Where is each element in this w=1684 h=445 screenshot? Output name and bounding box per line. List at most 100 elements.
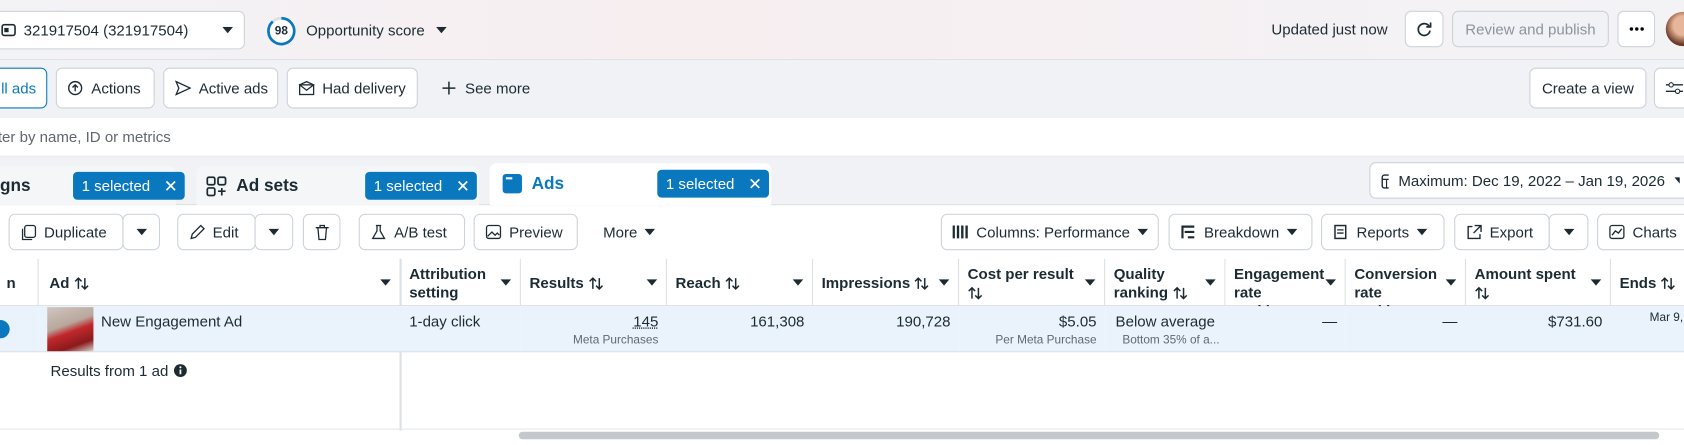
column-header[interactable]: Impressions: [813, 258, 960, 307]
caret: [646, 279, 658, 286]
cell-text: 161,308: [750, 312, 805, 330]
view-settings-button[interactable]: [1653, 67, 1684, 109]
caret: [435, 26, 447, 34]
cell-subtext: Bottom 35% of a...: [1122, 334, 1220, 347]
caret: [1286, 228, 1298, 236]
toolbar-button[interactable]: Breakdown: [1168, 213, 1313, 251]
toolbar-button[interactable]: Preview: [473, 213, 578, 251]
button-label: ll ads: [1, 79, 37, 97]
account-selector[interactable]: 321917504 (321917504): [0, 10, 245, 50]
refresh-icon: [1417, 22, 1432, 37]
button-label: Had delivery: [322, 79, 406, 97]
score-menu[interactable]: Opportunity score: [306, 21, 447, 39]
clear-icon: [749, 178, 760, 189]
toolbar-icon: [485, 224, 502, 239]
cell-subtext: Per Meta Purchase: [995, 334, 1097, 347]
publish-button[interactable]: Review and publish: [1452, 10, 1609, 48]
button-label: Reports: [1356, 223, 1410, 241]
button-label: Export: [1489, 223, 1534, 241]
caret: [1563, 228, 1574, 236]
badge-label: 1 selected: [665, 175, 735, 193]
toolbar-button[interactable]: Reports: [1321, 213, 1445, 251]
toolbar-button[interactable]: Export: [1454, 213, 1550, 251]
filter-button[interactable]: Had delivery: [286, 67, 418, 109]
column-header[interactable]: Engagement rate rankin…: [1225, 258, 1346, 319]
column-header[interactable]: Amount spent: [1466, 258, 1611, 307]
clear-icon: [457, 180, 468, 191]
delete-button[interactable]: [302, 213, 341, 251]
column-header[interactable]: Ends: [1611, 259, 1684, 306]
toolbar-button[interactable]: Duplicate: [8, 213, 124, 251]
table-cell: New Engagement Ad: [38, 306, 401, 353]
filter-button[interactable]: Active ads: [163, 67, 279, 109]
caret: [1205, 279, 1216, 286]
scrollbar-thumb[interactable]: [518, 431, 1660, 440]
toolbar-button[interactable]: Charts: [1597, 213, 1684, 251]
toolbar-button[interactable]: Columns: Performance: [940, 213, 1159, 251]
table-footer: Results from 1 ad: [50, 361, 187, 380]
score-ring: [267, 16, 296, 46]
column-header[interactable]: Quality ranking: [1105, 258, 1226, 307]
table-cell: 190,728: [813, 306, 960, 353]
column-header[interactable]: Attribution setting: [401, 258, 521, 307]
header-label: Reach: [675, 273, 721, 292]
filter-button[interactable]: See more: [430, 68, 532, 109]
info-icon: [173, 364, 187, 377]
button-label: Edit: [212, 223, 239, 241]
caret: [1137, 228, 1149, 236]
selection-badge[interactable]: 1 selected: [657, 169, 769, 198]
column-header[interactable]: Conversion rate rankin…: [1346, 258, 1467, 319]
account-icon: [1, 23, 16, 37]
button-label: Actions: [91, 79, 141, 97]
toolbar-button[interactable]: Edit: [177, 213, 256, 251]
column-header[interactable]: Cost per result: [959, 258, 1106, 307]
date-picker[interactable]: Maximum: Dec 19, 2022 – Jan 19, 2026: [1369, 162, 1684, 199]
edit-menu[interactable]: [254, 213, 294, 251]
filter-button[interactable]: ll ads: [0, 67, 48, 109]
cell-text: —: [1442, 312, 1458, 330]
caret: [1674, 177, 1680, 184]
caret: [1084, 279, 1096, 286]
more-button[interactable]: [1617, 10, 1656, 48]
column-header[interactable]: Ad: [39, 258, 401, 307]
clear-icon: [165, 180, 176, 191]
table-cell: $731.60: [1466, 306, 1611, 353]
refresh-button[interactable]: [1404, 10, 1444, 48]
sort-icon: [915, 277, 929, 291]
cell-text: Mar 9,: [1649, 311, 1684, 325]
filter-button[interactable]: Actions: [55, 67, 155, 109]
ad-thumbnail[interactable]: [47, 307, 94, 352]
toolbar-icon: [21, 224, 37, 240]
header-label: Impressions: [821, 273, 911, 292]
dots: [1629, 27, 1644, 31]
caret: [938, 279, 950, 286]
trash-icon: [315, 224, 329, 240]
tab-label: Ad sets: [236, 177, 299, 196]
selection-badge[interactable]: 1 selected: [73, 171, 185, 200]
search-bar[interactable]: [0, 118, 1684, 157]
badge-label: 1 selected: [373, 177, 443, 195]
column-header[interactable]: Reach: [667, 258, 814, 307]
avatar[interactable]: [1665, 11, 1684, 47]
toolbar-icon: [371, 224, 386, 239]
toolbar-icon: [1181, 225, 1195, 239]
caret: [792, 279, 804, 286]
header-label: Results: [529, 273, 584, 292]
table-cell: —: [1225, 306, 1346, 353]
toolbar-button[interactable]: More: [591, 213, 667, 251]
table-cell: —: [1345, 306, 1467, 353]
header-label: Quality ranking: [1113, 265, 1169, 301]
status-toggle[interactable]: [0, 320, 10, 339]
badge-label: 1 selected: [81, 177, 151, 195]
create-view-button[interactable]: Create a view: [1529, 67, 1647, 109]
scroll-track: [0, 428, 1684, 445]
column-header[interactable]: Results: [521, 258, 667, 307]
toolbar-icon: [952, 225, 968, 239]
selection-badge[interactable]: 1 selected: [365, 171, 477, 200]
export-menu[interactable]: [1548, 213, 1589, 251]
search-placeholder: ter by name, ID or metrics: [0, 127, 171, 145]
toolbar-button[interactable]: A/B test: [358, 213, 466, 251]
duplicate-menu[interactable]: [122, 213, 161, 251]
cell-text: New Engagement Ad: [100, 312, 243, 330]
footer-text: Results from 1 ad: [50, 361, 169, 380]
